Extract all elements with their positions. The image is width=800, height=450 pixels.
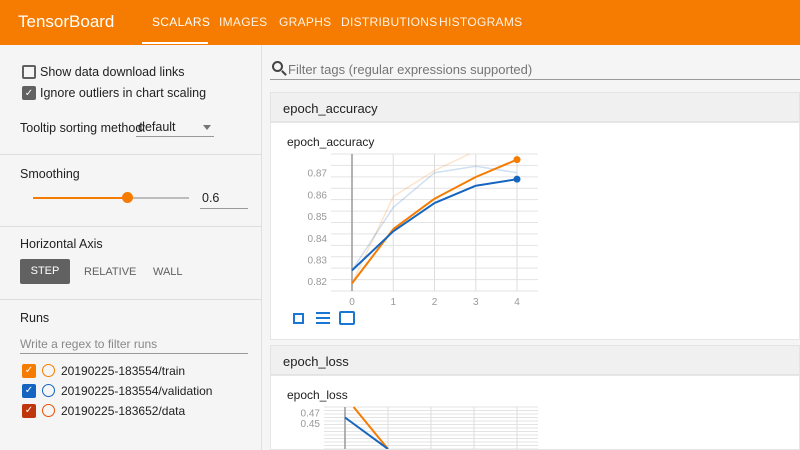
y-tick-label: 0.85 xyxy=(308,212,328,223)
smoothing-label: Smoothing xyxy=(20,167,80,181)
x-tick-label: 2 xyxy=(432,297,438,308)
y-tick-label: 0.45 xyxy=(301,419,321,430)
runs-label: Runs xyxy=(20,311,50,325)
sidebar: Show data download links ✓ Ignore outlie… xyxy=(0,45,262,450)
ignore-outliers-checkbox[interactable]: ✓ xyxy=(22,86,36,100)
series-end-point xyxy=(513,156,521,164)
tooltip-sorting-value: default xyxy=(138,120,176,134)
y-tick-label: 0.47 xyxy=(301,408,321,419)
chart-title: epoch_loss xyxy=(287,388,348,402)
fullscreen-icon[interactable] xyxy=(293,313,304,324)
app-title: TensorBoard xyxy=(18,12,115,31)
toggle-log-scale-icon[interactable] xyxy=(316,312,330,324)
run-name: 20190225-183554/train xyxy=(61,364,186,378)
top-bar: TensorBoard SCALARS IMAGES GRAPHS DISTRI… xyxy=(0,0,800,45)
run-name: 20190225-183652/data xyxy=(61,404,186,418)
y-tick-label: 0.87 xyxy=(308,169,328,180)
y-tick-label: 0.84 xyxy=(308,234,328,245)
smoothing-slider[interactable] xyxy=(33,192,189,203)
runs-section: Runs Write a regex to filter runs ✓ 2019… xyxy=(0,300,262,450)
horizontal-axis-label: Horizontal Axis xyxy=(20,237,103,251)
show-download-checkbox[interactable] xyxy=(22,65,36,79)
series-line xyxy=(352,406,389,449)
series-line xyxy=(351,178,518,272)
tooltip-sorting-select[interactable]: default xyxy=(136,117,214,137)
x-tick-label: 0 xyxy=(349,297,355,308)
chart-card-accuracy: epoch_accuracy 0.82 0.83 0.84 0.85 0.86 0.87 0… xyxy=(270,122,800,340)
show-download-label: Show data download links xyxy=(40,65,185,79)
axis-relative-button[interactable]: RELATIVE xyxy=(84,266,137,278)
search-icon-handle xyxy=(281,70,287,76)
accuracy-chart[interactable]: 0.82 0.83 0.84 0.85 0.86 0.87 0 1 2 3 4 xyxy=(271,151,551,311)
slider-handle[interactable] xyxy=(122,192,133,203)
tab-distributions[interactable]: DISTRIBUTIONS xyxy=(341,15,438,29)
y-tick-label: 0.86 xyxy=(308,190,328,201)
group-header-accuracy[interactable]: epoch_accuracy xyxy=(270,92,800,122)
run-checkbox[interactable]: ✓ xyxy=(22,404,36,418)
y-tick-label: 0.83 xyxy=(308,256,328,267)
raw-series-line xyxy=(351,165,518,271)
tab-graphs[interactable]: GRAPHS xyxy=(279,15,332,29)
runs-filter-input[interactable]: Write a regex to filter runs xyxy=(20,334,248,354)
run-color-icon[interactable] xyxy=(42,384,55,397)
x-tick-label: 4 xyxy=(514,297,520,308)
raw-series-line xyxy=(351,153,470,284)
series-line xyxy=(351,158,518,285)
dropdown-arrow-icon xyxy=(203,125,211,134)
active-tab-indicator xyxy=(142,42,208,44)
runs-filter-placeholder: Write a regex to filter runs xyxy=(20,337,158,351)
axis-step-button[interactable]: STEP xyxy=(20,259,70,284)
tab-scalars[interactable]: SCALARS xyxy=(152,15,211,29)
smoothing-value: 0.6 xyxy=(202,191,220,205)
ignore-outliers-label: Ignore outliers in chart scaling xyxy=(40,86,207,100)
run-color-icon[interactable] xyxy=(42,404,55,417)
chart-title: epoch_accuracy xyxy=(287,135,375,149)
run-name: 20190225-183554/validation xyxy=(61,384,213,398)
series-line xyxy=(344,416,389,449)
x-tick-label: 3 xyxy=(473,297,479,308)
run-color-icon[interactable] xyxy=(42,364,55,377)
chart-card-loss: epoch_loss 0.45 0.47 xyxy=(270,375,800,450)
y-tick-label: 0.82 xyxy=(308,277,328,288)
tab-histograms[interactable]: HISTOGRAMS xyxy=(439,15,523,29)
tag-filter-placeholder: Filter tags (regular expressions support… xyxy=(288,62,533,77)
loss-chart[interactable]: 0.450.47 xyxy=(271,404,551,449)
smoothing-input[interactable]: 0.6 xyxy=(200,189,248,209)
search-icon xyxy=(272,61,283,72)
series-end-point xyxy=(513,175,521,183)
run-checkbox[interactable]: ✓ xyxy=(22,384,36,398)
tooltip-sorting-label: Tooltip sorting method: xyxy=(20,121,146,135)
x-tick-label: 1 xyxy=(390,297,396,308)
run-checkbox[interactable]: ✓ xyxy=(22,364,36,378)
axis-wall-button[interactable]: WALL xyxy=(153,266,183,278)
tag-filter[interactable]: Filter tags (regular expressions support… xyxy=(270,58,800,80)
fit-domain-icon[interactable] xyxy=(339,311,355,325)
tab-images[interactable]: IMAGES xyxy=(219,15,268,29)
group-header-loss[interactable]: epoch_loss xyxy=(270,345,800,375)
slider-fill xyxy=(33,197,127,199)
